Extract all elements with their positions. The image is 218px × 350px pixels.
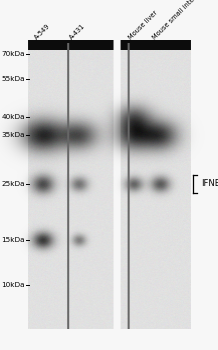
Text: Mouse liver: Mouse liver — [128, 9, 159, 40]
Text: 55kDa: 55kDa — [2, 76, 25, 82]
Text: A-549: A-549 — [34, 22, 52, 40]
Text: 35kDa: 35kDa — [2, 132, 25, 138]
Text: 40kDa: 40kDa — [2, 114, 25, 120]
Text: 25kDa: 25kDa — [2, 181, 25, 187]
Text: 70kDa: 70kDa — [2, 51, 25, 57]
Text: 15kDa: 15kDa — [2, 237, 25, 243]
Text: Mouse small intestine: Mouse small intestine — [152, 0, 207, 40]
Text: 10kDa: 10kDa — [2, 282, 25, 288]
Text: IFNB1: IFNB1 — [201, 179, 218, 188]
Text: A-431: A-431 — [69, 22, 87, 40]
